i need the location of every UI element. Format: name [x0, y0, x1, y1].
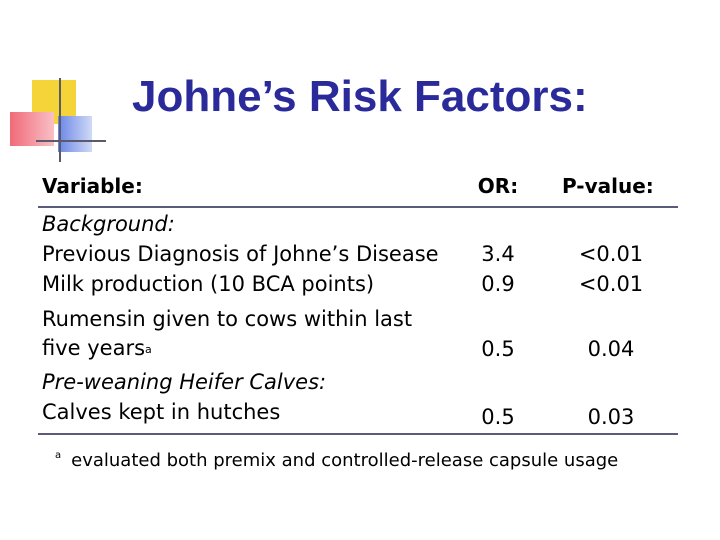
row-variable-rumensin-line1: Rumensin given to cows within last	[42, 307, 413, 331]
row-variable-previous-diagnosis: Previous Diagnosis of Johne’s Disease	[42, 242, 439, 266]
footnote-marker: a	[145, 343, 152, 356]
row-variable-hutches: Calves kept in hutches	[42, 400, 281, 424]
page-title: Johne’s Risk Factors:	[132, 72, 588, 121]
decor-horizontal-line	[36, 140, 106, 142]
footnote-marker-label: a	[55, 450, 62, 461]
rumensin-text: five years	[42, 336, 146, 360]
header-pvalue: P-value:	[562, 174, 654, 198]
row-or-milk-production: 0.9	[481, 272, 515, 296]
section-label-background: Background:	[42, 212, 175, 236]
footnote-text: evaluated both premix and controlled-rel…	[71, 450, 619, 471]
row-pvalue-previous-diagnosis: <0.01	[578, 242, 644, 266]
section-label-preweaning: Pre-weaning Heifer Calves:	[42, 370, 327, 394]
row-variable-rumensin-line2: five yearsa	[42, 335, 152, 361]
row-or-previous-diagnosis: 3.4	[481, 242, 515, 266]
footnote: a evaluated both premix and controlled-re…	[55, 450, 618, 471]
row-or-rumensin: 0.5	[481, 337, 515, 361]
row-variable-milk-production: Milk production (10 BCA points)	[42, 272, 375, 296]
row-pvalue-hutches: 0.03	[587, 405, 635, 429]
row-pvalue-milk-production: <0.01	[578, 272, 644, 296]
row-pvalue-rumensin: 0.04	[587, 337, 635, 361]
row-or-hutches: 0.5	[481, 405, 515, 429]
table-bottom-rule	[38, 433, 678, 435]
header-variable: Variable:	[42, 174, 143, 198]
decor-blue-square	[58, 116, 92, 152]
header-rule	[38, 206, 678, 208]
header-or: OR:	[477, 174, 519, 198]
decor-vertical-line	[59, 78, 61, 162]
